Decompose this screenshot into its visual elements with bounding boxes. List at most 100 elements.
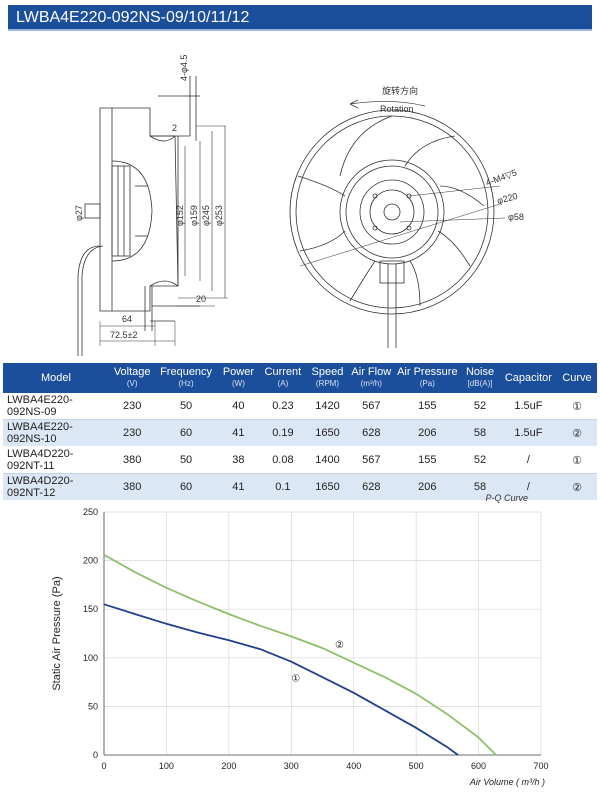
table-cell: 1650 bbox=[306, 473, 349, 501]
table-cell: 155 bbox=[393, 393, 461, 420]
col-header: Frequency (Hz) bbox=[154, 363, 218, 393]
col-header: Speed (RPM) bbox=[306, 363, 350, 393]
table-cell: 0.08 bbox=[259, 446, 307, 474]
x-tick-label: 700 bbox=[533, 761, 548, 771]
table-cell: 155 bbox=[393, 446, 461, 474]
table-cell: LWBA4D220-092NT-11 bbox=[3, 446, 110, 474]
col-header: Capacitor bbox=[499, 363, 559, 393]
table-row: LWBA4D220-092NT-12 380 60 41 0.1 1650 62… bbox=[3, 473, 597, 501]
col-header: Voltage (V) bbox=[109, 363, 156, 393]
table-cell: LWBA4E220-092NS-09 bbox=[3, 393, 110, 420]
table-row: LWBA4D220-092NT-11 380 50 38 0.08 1400 5… bbox=[3, 446, 597, 474]
table-cell: 38 bbox=[217, 446, 260, 474]
dim-20-label: 20 bbox=[196, 294, 206, 304]
table-cell: 0.19 bbox=[259, 419, 307, 447]
specs-table-wrap: Model Voltage (V) Frequency (Hz) Power (W) … bbox=[3, 363, 597, 501]
y-tick-label: 250 bbox=[83, 507, 98, 517]
series-line-2 bbox=[103, 554, 497, 756]
page-title: LWBA4E220-092NS-09/10/11/12 bbox=[8, 5, 592, 31]
table-cell: 0.23 bbox=[259, 393, 307, 420]
y-tick-label: 100 bbox=[83, 653, 98, 663]
table-cell: ① bbox=[557, 393, 597, 420]
col-header: Power (W) bbox=[217, 363, 261, 393]
x-tick-label: 600 bbox=[471, 761, 486, 771]
table-cell: 380 bbox=[109, 446, 155, 474]
side-view bbox=[77, 76, 228, 356]
table-cell: 1420 bbox=[306, 393, 349, 420]
pq-curve-chart: P-Q Curve 0 100 200 300 400 500 600 700 0 50 100 15… bbox=[51, 493, 549, 787]
chart-title: P-Q Curve bbox=[485, 493, 528, 503]
technical-drawing: 4-φ4.5 2 φ27 φ152 φ159 φ245 φ253 20 64 7… bbox=[74, 55, 524, 356]
dim-64-label: 64 bbox=[122, 314, 132, 324]
table-cell: ① bbox=[557, 446, 597, 474]
table-cell: 206 bbox=[393, 473, 461, 501]
table-cell: 206 bbox=[393, 419, 461, 447]
chart-grid bbox=[103, 511, 542, 756]
table-cell: / bbox=[499, 473, 558, 501]
table-cell: 41 bbox=[217, 419, 260, 447]
dia-58-label: φ58 bbox=[508, 212, 524, 222]
chart-ticks: 0 100 200 300 400 500 600 700 0 50 100 150 200 250 bbox=[83, 507, 549, 771]
col-header: Air Pressure (Pa) bbox=[393, 363, 462, 393]
y-tick-label: 0 bbox=[93, 750, 98, 760]
y-tick-label: 200 bbox=[83, 556, 98, 566]
table-cell: 60 bbox=[154, 473, 218, 501]
rotation-cn-label: 旋转方向 bbox=[382, 85, 418, 96]
table-header-row: Model Voltage (V) Frequency (Hz) Power (W) … bbox=[3, 363, 597, 393]
series-label-1: ① bbox=[291, 674, 300, 685]
table-cell: 58 bbox=[460, 419, 500, 447]
dia-152-label: φ152 bbox=[175, 205, 185, 226]
m4-label: 4-M4▽5 bbox=[484, 167, 518, 187]
table-cell: / bbox=[499, 446, 558, 474]
table-cell: 1400 bbox=[306, 446, 349, 474]
holes-label: 4-φ4.5 bbox=[179, 55, 189, 81]
dia-27-label: φ27 bbox=[74, 205, 84, 221]
table-cell: 567 bbox=[348, 446, 394, 474]
table-cell: ② bbox=[557, 473, 597, 501]
chart-series: ①② bbox=[103, 554, 497, 756]
table-cell: LWBA4E220-092NS-10 bbox=[3, 419, 110, 447]
y-tick-label: 50 bbox=[88, 701, 98, 711]
col-header: Air Flow (m³/h) bbox=[348, 363, 395, 393]
specs-table: Model Voltage (V) Frequency (Hz) Power (W) … bbox=[3, 363, 597, 501]
dia-245-label: φ245 bbox=[201, 205, 211, 226]
table-cell: 52 bbox=[460, 393, 500, 420]
table-cell: 60 bbox=[154, 419, 218, 447]
x-tick-label: 400 bbox=[346, 761, 361, 771]
col-header: Current (A) bbox=[259, 363, 307, 393]
table-cell: 0.1 bbox=[259, 473, 307, 501]
x-tick-label: 300 bbox=[284, 761, 299, 771]
table-cell: 230 bbox=[109, 393, 155, 420]
col-header: Curve bbox=[557, 363, 597, 393]
x-tick-label: 100 bbox=[159, 761, 174, 771]
table-cell: 380 bbox=[109, 473, 155, 501]
side-view-labels: 4-φ4.5 2 φ27 φ152 φ159 φ245 φ253 20 64 7… bbox=[74, 55, 224, 340]
dim-72-label: 72.5±2 bbox=[110, 330, 137, 340]
dim-2-label: 2 bbox=[172, 123, 177, 133]
x-tick-label: 500 bbox=[409, 761, 424, 771]
table-cell: 58 bbox=[460, 473, 500, 501]
dia-220-label: φ220 bbox=[496, 191, 519, 206]
x-axis-label: Air Volume ( m³/h ) bbox=[469, 777, 545, 787]
table-cell: 1650 bbox=[306, 419, 349, 447]
x-tick-label: 200 bbox=[221, 761, 236, 771]
table-cell: ② bbox=[557, 419, 597, 447]
table-cell: 1.5uF bbox=[499, 419, 558, 447]
y-tick-label: 150 bbox=[83, 604, 98, 614]
table-cell: 50 bbox=[154, 393, 218, 420]
dia-253-label: φ253 bbox=[214, 205, 224, 226]
table-row: LWBA4E220-092NS-10 230 60 41 0.19 1650 6… bbox=[3, 419, 597, 447]
table-cell: 567 bbox=[348, 393, 394, 420]
table-cell: 628 bbox=[348, 473, 394, 501]
front-view-labels: 旋转方向 Rotation 4-M4▽5 φ220 φ58 bbox=[380, 85, 524, 222]
x-tick-label: 0 bbox=[101, 761, 106, 771]
front-view bbox=[289, 99, 506, 348]
table-cell: 1.5uF bbox=[499, 393, 558, 420]
y-axis-label: Static Air Pressure (Pa) bbox=[51, 576, 63, 690]
table-cell: 41 bbox=[217, 473, 260, 501]
table-cell: LWBA4D220-092NT-12 bbox=[3, 473, 110, 501]
table-cell: 230 bbox=[109, 419, 155, 447]
table-cell: 50 bbox=[154, 446, 218, 474]
dia-159-label: φ159 bbox=[189, 205, 199, 226]
rotation-en-label: Rotation bbox=[380, 104, 414, 114]
